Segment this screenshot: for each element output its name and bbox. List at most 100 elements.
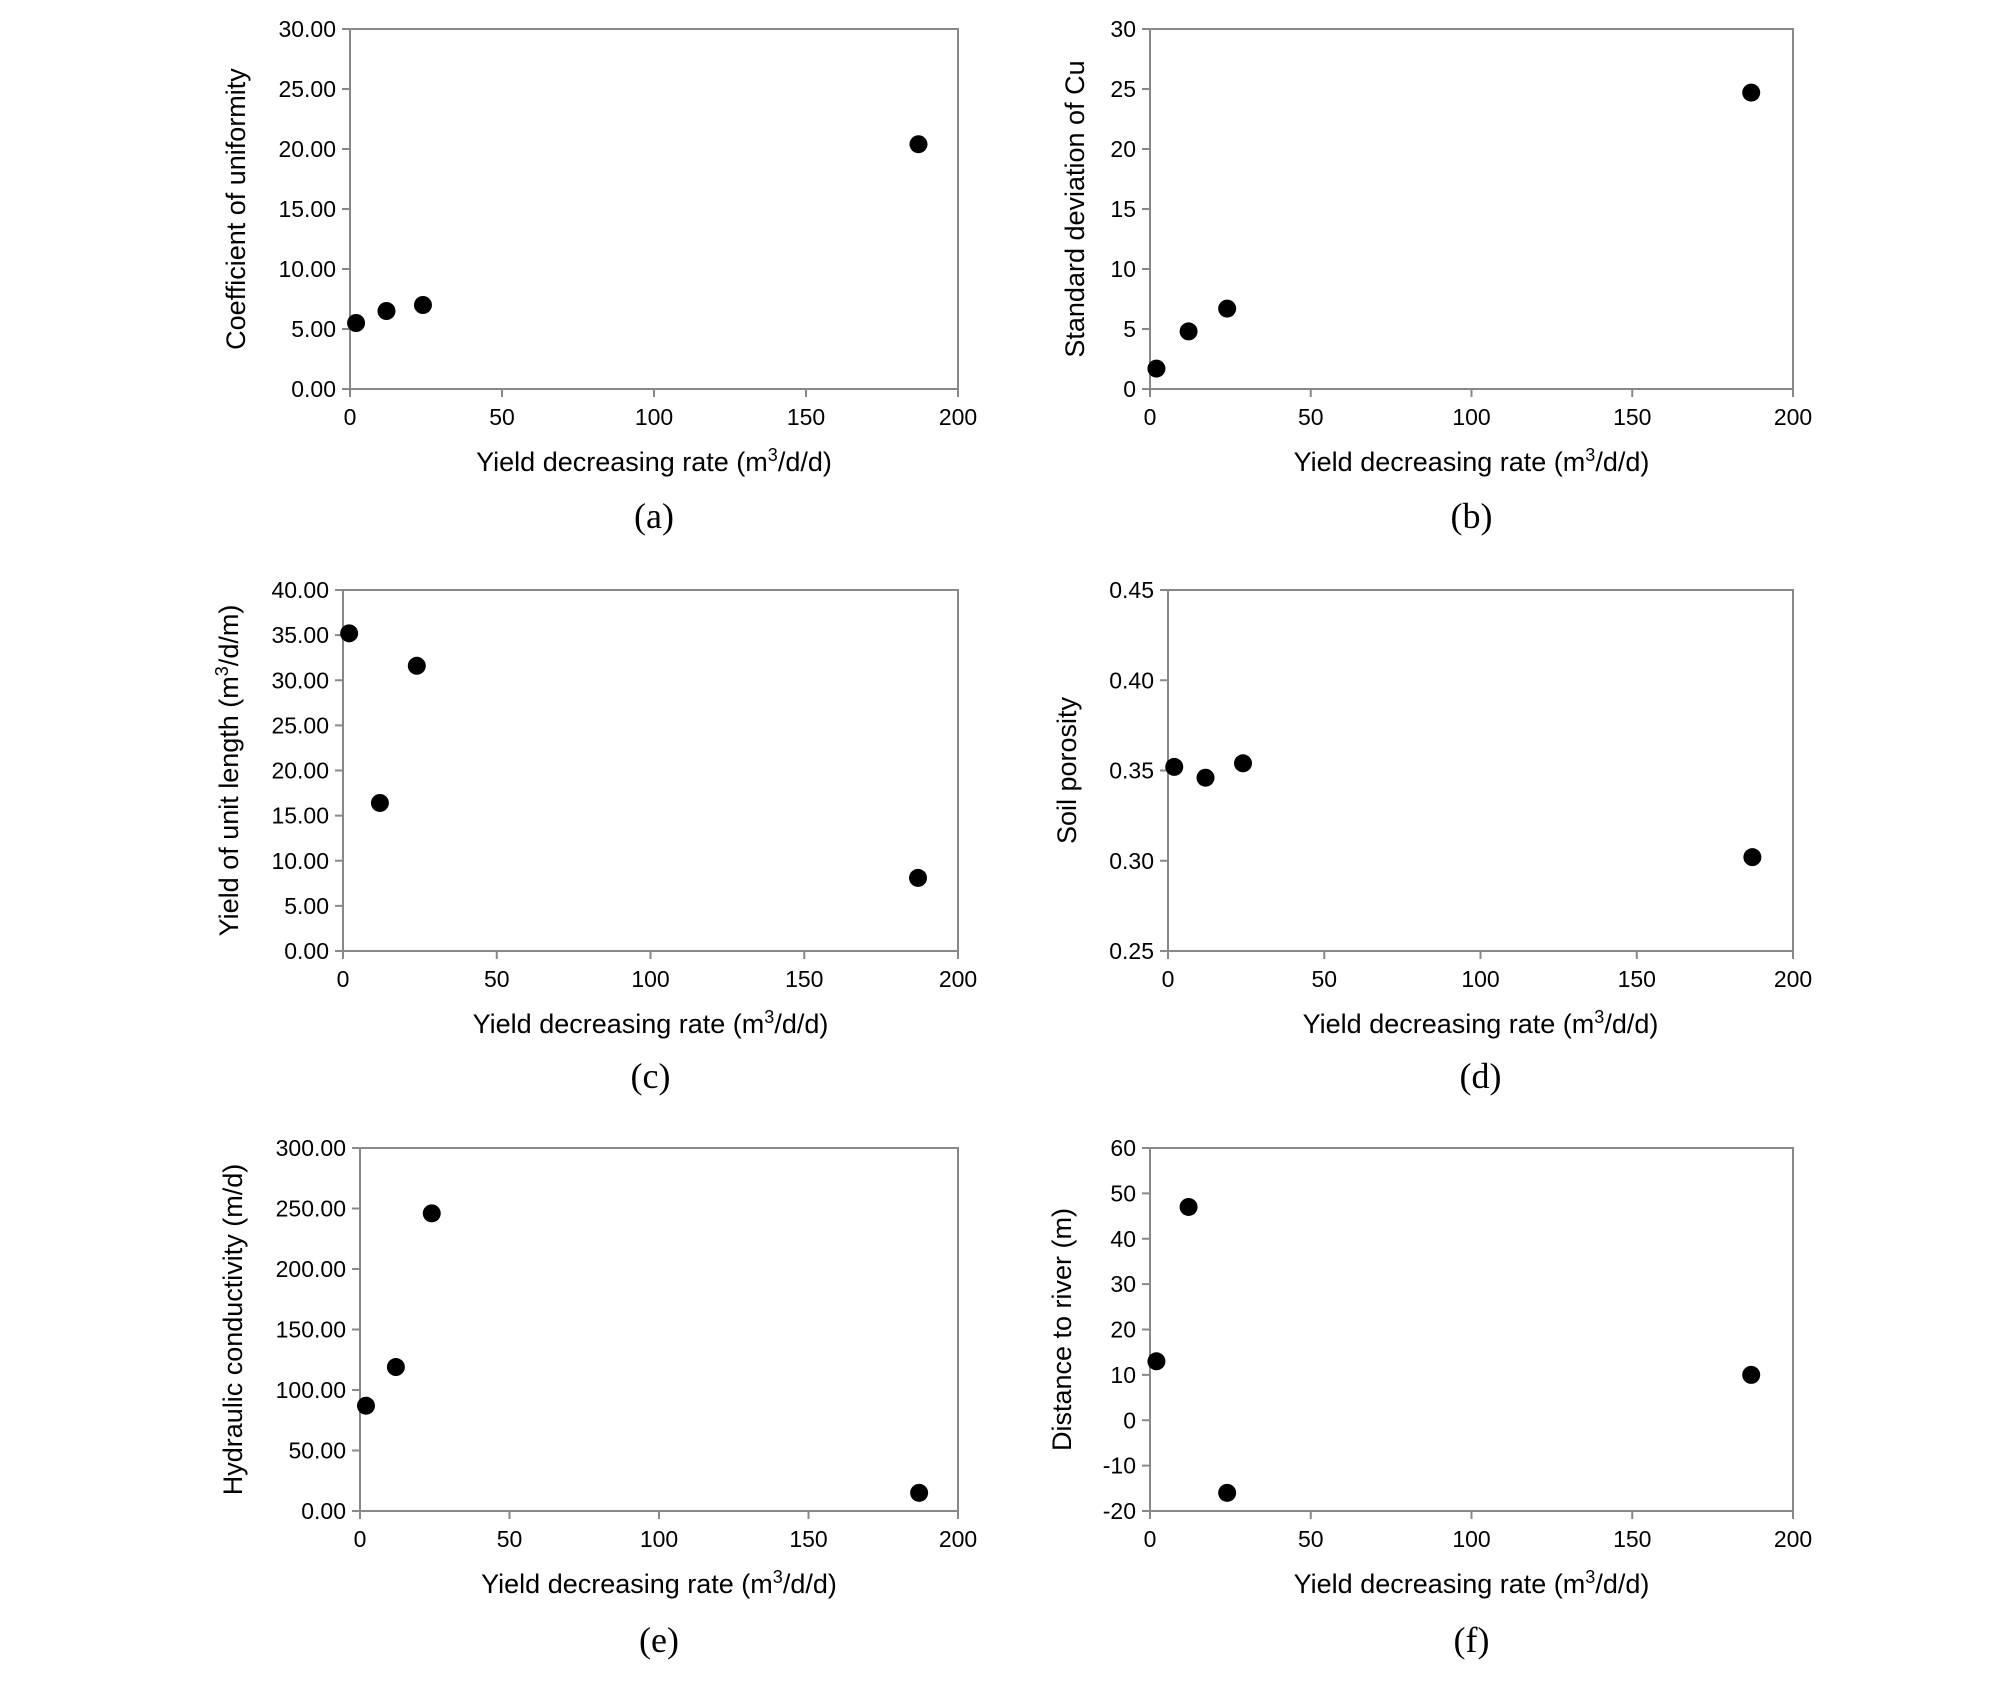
data-point xyxy=(909,868,928,887)
data-point xyxy=(1742,83,1761,102)
x-tick-label: 0 xyxy=(354,1526,367,1552)
y-tick-label: 35.00 xyxy=(271,622,329,648)
y-tick-label: 20.00 xyxy=(271,758,329,784)
x-tick-label: 50 xyxy=(497,1526,523,1552)
x-tick-label: 0 xyxy=(344,404,357,430)
x-tick-label: 200 xyxy=(939,1526,977,1552)
x-tick-label: 100 xyxy=(1461,966,1499,992)
y-tick-label: 25.00 xyxy=(278,76,336,102)
data-point xyxy=(340,624,359,643)
y-tick-label: 0.25 xyxy=(1109,938,1154,964)
data-point xyxy=(356,1396,375,1415)
plot-frame xyxy=(1167,589,1794,952)
data-point xyxy=(1743,848,1762,867)
y-tick-label: 25.00 xyxy=(271,712,329,738)
y-tick-label: 250.00 xyxy=(276,1196,346,1222)
panel-label: (e) xyxy=(639,1620,679,1660)
x-tick-label: 100 xyxy=(631,966,669,992)
y-tick-label: 30 xyxy=(1110,1271,1136,1297)
panel-label: (b) xyxy=(1451,496,1493,536)
y-tick-label: 40 xyxy=(1110,1226,1136,1252)
x-tick-label: 0 xyxy=(1162,966,1175,992)
data-point xyxy=(1742,1365,1761,1384)
y-tick-label: 5.00 xyxy=(291,316,336,342)
x-tick-label: 200 xyxy=(1774,1526,1812,1552)
plot-frame xyxy=(1149,1147,1794,1512)
x-tick-label: 0 xyxy=(1144,404,1157,430)
data-point xyxy=(909,135,928,154)
data-point xyxy=(1218,299,1237,318)
x-tick-label: 200 xyxy=(1774,966,1812,992)
x-tick-label: 150 xyxy=(789,1526,827,1552)
plot-frame xyxy=(359,1147,959,1512)
y-axis-title: Coefficient of uniformity xyxy=(221,68,251,350)
scatter-panel-b: 0 50 100 150 200 0 5 10 15 20 25 30 Yield decreasing… xyxy=(1060,16,1812,536)
y-tick-label: 15 xyxy=(1110,196,1136,222)
y-tick-label: 0.30 xyxy=(1109,848,1154,874)
x-axis-title: Yield decreasing rate (m3/d/d) xyxy=(1294,1567,1650,1599)
plot-frame xyxy=(349,28,959,390)
y-tick-label: 0.00 xyxy=(291,376,336,402)
panel-label: (a) xyxy=(634,496,674,536)
y-tick-label: 0 xyxy=(1123,376,1136,402)
scatter-panel-e: 0 50 100 150 200 0.00 50.00 100.00 150.00 200.00 2… xyxy=(218,1135,977,1660)
y-tick-label: 20.00 xyxy=(278,136,336,162)
plot-frame xyxy=(1149,28,1794,390)
x-tick-label: 50 xyxy=(1298,404,1324,430)
panel-label: (d) xyxy=(1460,1056,1502,1096)
data-point xyxy=(1196,768,1215,787)
data-point xyxy=(422,1204,441,1223)
y-tick-label: 10.00 xyxy=(271,848,329,874)
y-tick-label: 5 xyxy=(1123,316,1136,342)
x-tick-label: 200 xyxy=(939,404,977,430)
y-tick-label: -20 xyxy=(1103,1498,1136,1524)
data-point xyxy=(910,1483,929,1502)
y-tick-label: 10.00 xyxy=(278,256,336,282)
y-tick-label: 20 xyxy=(1110,1317,1136,1343)
y-tick-label: 0.35 xyxy=(1109,758,1154,784)
y-axis-title: Yield of unit length (m3/d/m) xyxy=(212,605,244,937)
y-tick-label: 30.00 xyxy=(271,667,329,693)
x-tick-label: 100 xyxy=(1452,404,1490,430)
x-tick-label: 0 xyxy=(337,966,350,992)
y-axis-title: Hydraulic conductivity (m/d) xyxy=(218,1164,248,1496)
y-tick-label: 15.00 xyxy=(278,196,336,222)
x-tick-label: 150 xyxy=(1613,404,1651,430)
y-tick-label: 0.45 xyxy=(1109,577,1154,603)
x-axis-title: Yield decreasing rate (m3/d/d) xyxy=(1294,445,1650,477)
y-tick-label: 300.00 xyxy=(276,1135,346,1161)
data-point xyxy=(1179,322,1198,341)
data-point xyxy=(1234,754,1252,773)
y-tick-label: 5.00 xyxy=(284,893,329,919)
y-tick-label: 50.00 xyxy=(288,1438,346,1464)
y-tick-label: 100.00 xyxy=(276,1377,346,1403)
x-tick-label: 50 xyxy=(489,404,515,430)
x-tick-label: 200 xyxy=(939,966,977,992)
data-point xyxy=(1179,1197,1198,1216)
y-tick-label: 10 xyxy=(1110,1362,1136,1388)
x-tick-label: 100 xyxy=(640,1526,678,1552)
y-tick-label: 30.00 xyxy=(278,16,336,42)
x-tick-label: 50 xyxy=(1298,1526,1324,1552)
x-axis-title: Yield decreasing rate (m3/d/d) xyxy=(476,445,832,477)
scatter-panel-c: 0 50 100 150 200 0.00 5.00 10.00 15.00 20.00 25.00… xyxy=(212,577,977,1096)
y-tick-label: 15.00 xyxy=(271,803,329,829)
y-tick-label: 150.00 xyxy=(276,1317,346,1343)
x-axis-title: Yield decreasing rate (m3/d/d) xyxy=(481,1567,837,1599)
y-tick-label: 30 xyxy=(1110,16,1136,42)
plot-frame xyxy=(342,589,959,952)
x-tick-label: 150 xyxy=(787,404,825,430)
y-tick-label: 0.40 xyxy=(1109,667,1154,693)
x-tick-label: 0 xyxy=(1144,1526,1157,1552)
data-point xyxy=(1165,757,1184,776)
y-tick-label: 10 xyxy=(1110,256,1136,282)
scatter-panel-a: 0 50 100 150 200 0.00 5.00 10.00 15.00 20.00 25.00… xyxy=(221,16,977,536)
data-point xyxy=(377,302,396,320)
panel-label: (c) xyxy=(631,1056,671,1096)
y-axis-title: Soil porosity xyxy=(1052,696,1082,844)
panel-label: (f) xyxy=(1454,1620,1490,1660)
x-tick-label: 150 xyxy=(1618,966,1656,992)
y-tick-label: 50 xyxy=(1110,1180,1136,1206)
scatter-panel-d: 0 50 100 150 200 0.25 0.30 0.35 0.40 0.45 Yield de… xyxy=(1052,577,1812,1096)
x-tick-label: 50 xyxy=(1311,966,1337,992)
